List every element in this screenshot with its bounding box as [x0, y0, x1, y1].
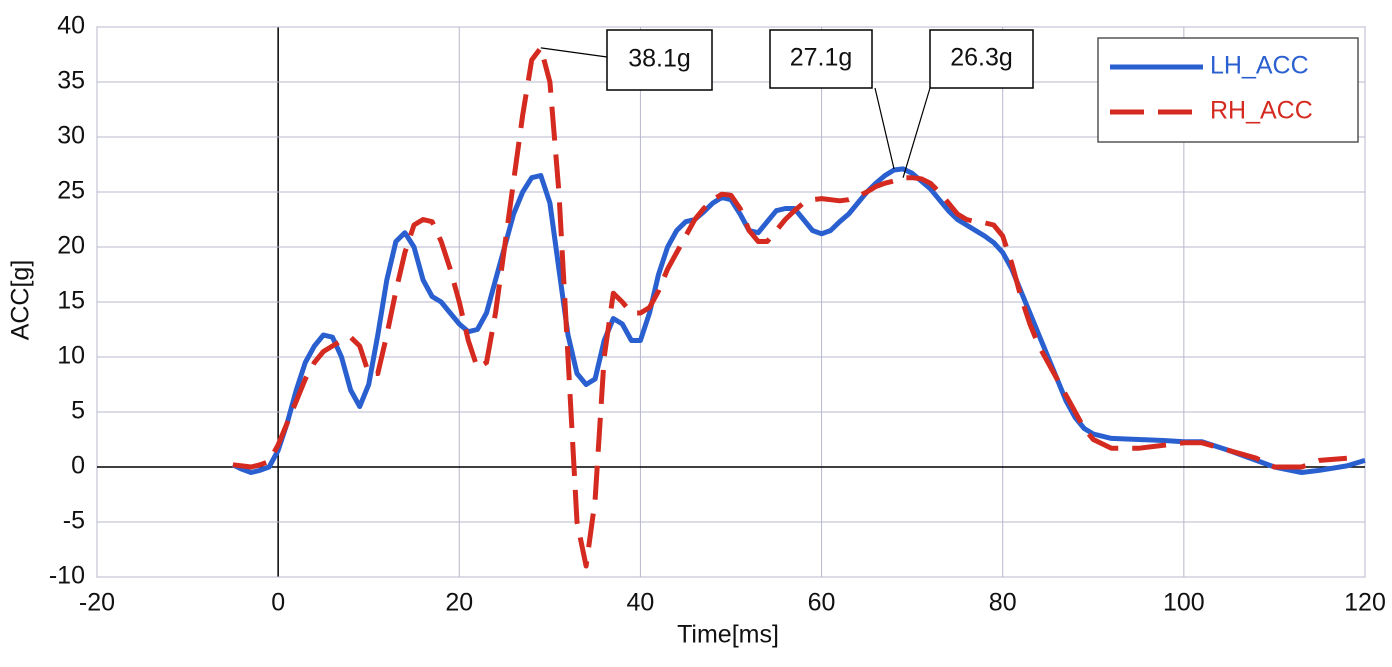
y-tick-label: 20: [57, 232, 85, 260]
y-tick-label: -10: [49, 562, 85, 590]
y-tick-label: 40: [57, 12, 85, 40]
y-tick-label: 10: [57, 342, 85, 370]
annotation-box: [769, 29, 873, 89]
y-tick-label: -5: [63, 507, 85, 535]
annotation-label: 38.1g: [628, 45, 691, 73]
y-tick-label: 0: [71, 452, 85, 480]
x-tick-label: 20: [445, 589, 473, 617]
x-tick-label: 0: [271, 589, 285, 617]
annotation-leader: [874, 87, 895, 170]
x-tick-label: 40: [627, 589, 655, 617]
annotation-label: 26.3g: [950, 44, 1013, 72]
x-tick-label: 80: [989, 589, 1017, 617]
annotation-box: [606, 29, 713, 91]
x-tick-label: 60: [808, 589, 836, 617]
series-line: [231, 166, 1366, 475]
legend-box: [1097, 37, 1359, 143]
y-tick-label: 5: [71, 397, 85, 425]
x-tick-label: 120: [1344, 589, 1386, 617]
annotation-leader: [902, 87, 931, 178]
y-tick-label: 35: [57, 67, 85, 95]
annotation-label: 27.1g: [790, 44, 853, 72]
x-axis-label: Time[ms]: [677, 621, 779, 649]
y-axis-label: ACC[g]: [7, 260, 35, 341]
annotation-box: [929, 29, 1034, 89]
annotation-leader: [540, 47, 608, 58]
legend-label: RH_ACC: [1210, 97, 1313, 125]
x-tick-label: -20: [79, 589, 115, 617]
legend-label: LH_ACC: [1210, 52, 1309, 80]
y-tick-label: 25: [57, 177, 85, 205]
x-tick-label: 100: [1163, 589, 1205, 617]
y-tick-label: 15: [57, 287, 85, 315]
y-tick-label: 30: [57, 122, 85, 150]
series-line: [232, 45, 1348, 569]
